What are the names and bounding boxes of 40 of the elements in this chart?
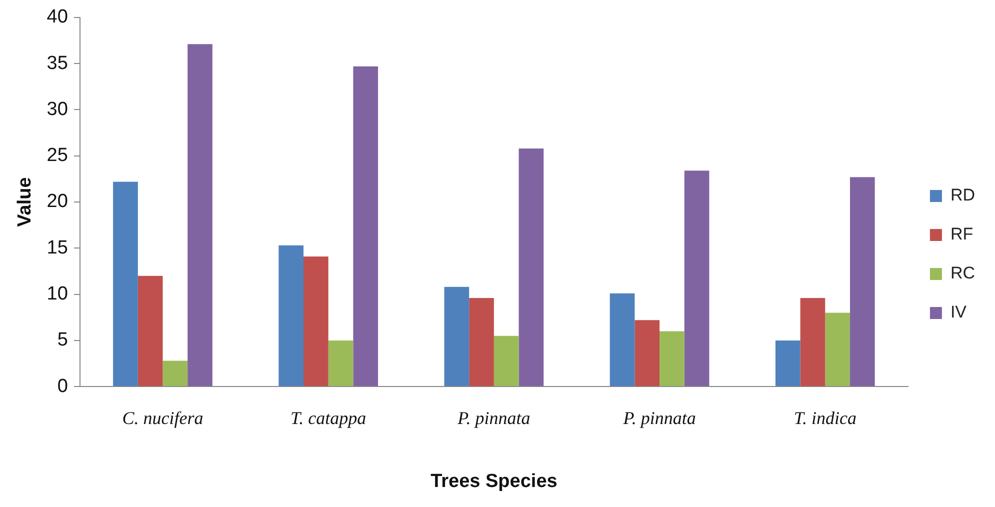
bar (634, 320, 660, 386)
x-axis-title: Trees Species (430, 470, 558, 492)
y-tick-label: 25 (46, 145, 68, 166)
y-tick-label: 20 (46, 191, 68, 212)
bar (188, 44, 212, 386)
bar (850, 177, 875, 386)
bar (328, 340, 354, 386)
x-tick-label: P. pinnata (622, 408, 696, 428)
bar (113, 182, 138, 386)
bar (469, 298, 494, 386)
bar (353, 66, 378, 386)
legend-label: RD (950, 186, 976, 205)
bar (684, 170, 710, 386)
legend-label: IV (950, 302, 968, 322)
y-tick-label: 35 (46, 52, 68, 74)
bar (138, 276, 163, 386)
bar (162, 360, 188, 386)
x-tick-label: C. nucifera (122, 408, 204, 428)
y-tick-label: 10 (46, 284, 68, 305)
y-tick-label: 40 (46, 6, 68, 28)
bar (303, 256, 328, 386)
y-tick-label: 0 (57, 376, 68, 397)
bar (800, 298, 826, 386)
bar (825, 312, 850, 386)
x-tick-label: P. pinnata (456, 408, 530, 428)
bar (610, 293, 635, 386)
y-tick-label: 15 (46, 237, 68, 258)
bar (278, 245, 304, 386)
y-tick-label: 30 (46, 98, 68, 120)
bar (518, 148, 544, 386)
y-tick-label: 5 (57, 330, 68, 351)
bar (494, 336, 519, 386)
legend-label: RF (950, 224, 974, 244)
y-axis-title: Value (14, 177, 36, 227)
bar (775, 340, 800, 386)
bar (660, 331, 684, 386)
bar (444, 286, 470, 386)
x-tick-label: T. indica (794, 408, 856, 428)
legend-label: RC (950, 264, 976, 283)
x-tick-label: T. catappa (290, 408, 366, 428)
